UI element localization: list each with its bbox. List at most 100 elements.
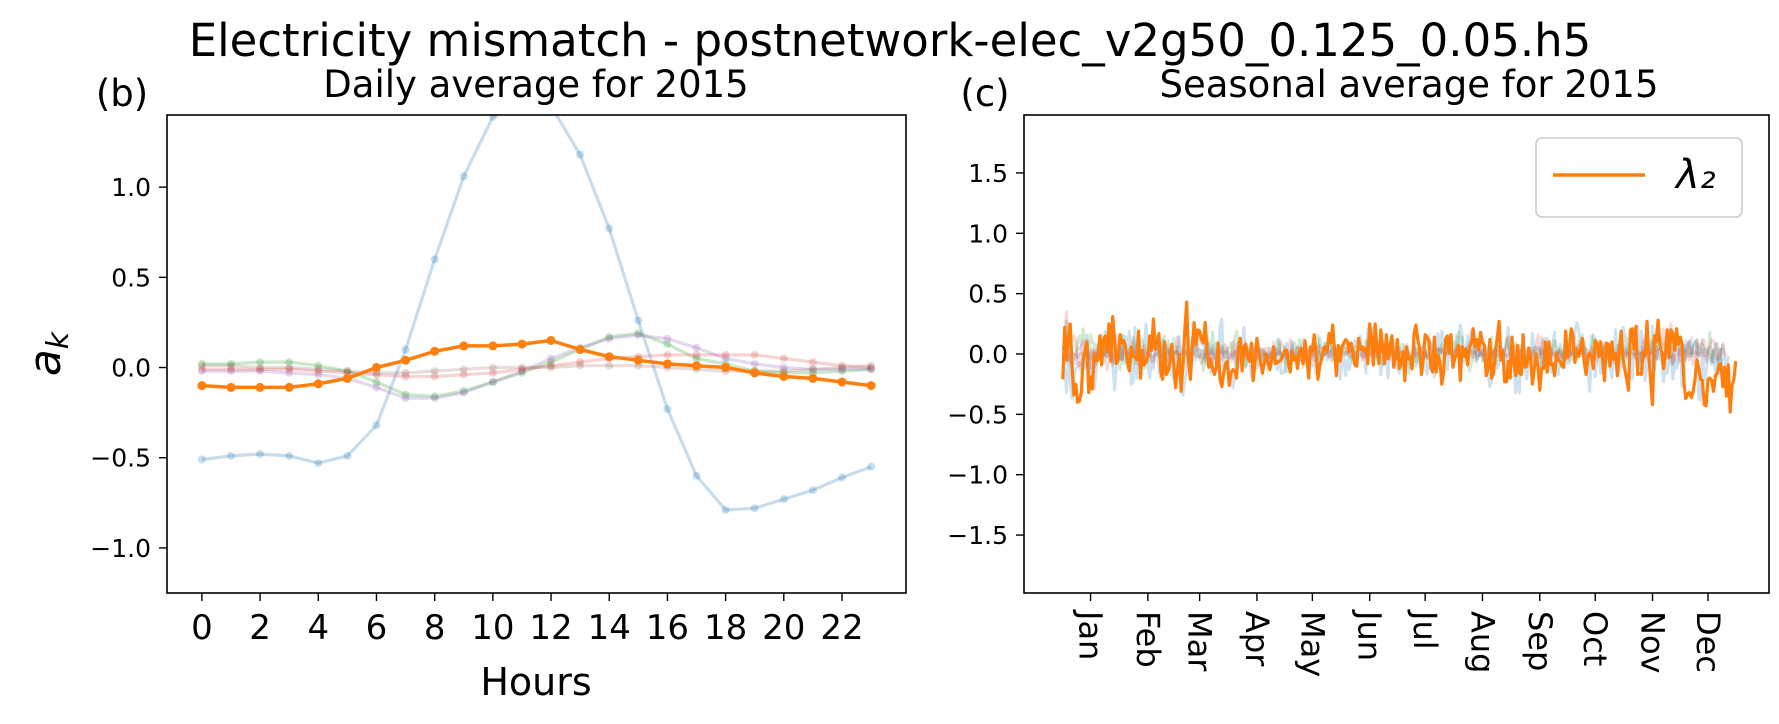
- panel-b-series-0-point: [779, 495, 788, 504]
- panel-b-series-2-line: [201, 333, 872, 400]
- panel-c-series-group: [1061, 300, 1738, 414]
- panel-b-series-3-point: [372, 370, 381, 379]
- figure-suptitle: Electricity mismatch - postnetwork-elec_…: [189, 14, 1592, 67]
- panel-b-ylabel: ak: [20, 330, 76, 376]
- panel-b-series-1-point: [343, 367, 352, 376]
- panel-b-series-2-point: [750, 359, 759, 368]
- panel-b-ticks: 0 2 4 6 8 10 12 14 16 18 20 22 −1.0 −0.5 0.0 0.5 1.0: [90, 173, 863, 648]
- panel-c-xtick-label: Feb: [1129, 611, 1167, 668]
- panel-b-series-1-point: [488, 378, 497, 386]
- panel-c-xtick-label: Mar: [1181, 611, 1219, 672]
- panel-b-series-2-point: [605, 334, 614, 343]
- panel-b-series-0-point: [285, 451, 294, 460]
- panel-b-xtick-label: 8: [424, 608, 446, 648]
- panel-c-legend: λ₂: [1535, 137, 1743, 218]
- panel-b-series-3-point: [285, 365, 294, 374]
- panel-b-series-0-point: [430, 255, 439, 264]
- panel-b-series-2-point: [401, 394, 410, 403]
- panel-b-series-3-point: [838, 361, 846, 370]
- panel-b-series-4-point: [227, 361, 235, 370]
- panel-b-series-4-point: [518, 363, 526, 372]
- panel-b-series-2-point: [518, 367, 526, 376]
- panel-b-series-2-point: [256, 367, 265, 376]
- panel-b-series-2-point: [721, 354, 730, 363]
- panel-c-ytick-label: 1.0: [968, 219, 1008, 248]
- panel-b-series-1-point: [314, 361, 323, 370]
- panel-b-series-3-point: [779, 354, 788, 363]
- panel-b-series-0-point: [838, 473, 846, 482]
- panel-b-series-5-line: [201, 338, 872, 390]
- panel-b-series-0-point: [343, 451, 352, 460]
- panel-c: (c) Seasonal average for 2015 Jan Feb Mar A…: [947, 63, 1770, 677]
- panel-b-series-0-point: [692, 471, 701, 480]
- panel-b-series-1-point: [197, 359, 206, 368]
- panel-b-xtick-label: 22: [820, 608, 863, 648]
- panel-b-series-5-point: [517, 339, 527, 349]
- panel-b-series-1-point: [663, 340, 672, 349]
- panel-b-series-0-point: [372, 421, 381, 430]
- panel-c-label: (c): [960, 72, 1009, 115]
- panel-b-series-5-point: [546, 336, 556, 345]
- panel-b-label: (b): [96, 72, 148, 115]
- panel-b-series-4-point: [547, 363, 555, 372]
- panel-b-series-3-point: [518, 365, 526, 374]
- panel-b-series-1-point: [256, 358, 265, 367]
- panel-b-series-0-point: [808, 486, 817, 495]
- panel-b-ytick-label: 1.0: [111, 173, 151, 202]
- ylabel-symbol: a: [20, 349, 71, 376]
- panel-b-series-3-point: [488, 368, 497, 377]
- panel-b-series-1-point: [430, 392, 439, 401]
- panel-b-series-1-point: [605, 332, 614, 341]
- panel-b-series-4-point: [488, 363, 497, 372]
- panel-b-series-4-point: [256, 363, 265, 372]
- panel-b-xtick-label: 10: [471, 608, 514, 648]
- panel-b-xtick-label: 14: [588, 608, 631, 648]
- panel-c-ytick-label: 0.5: [968, 280, 1008, 309]
- panel-c-xtick-label: Sep: [1521, 611, 1559, 671]
- panel-b-series-2-point: [285, 368, 294, 377]
- panel-c-xtick-label: Apr: [1238, 611, 1276, 667]
- panel-b-xlabel: Hours: [480, 660, 591, 704]
- panel-b-xtick-label: 18: [704, 608, 747, 648]
- panel-b-series-3-point: [256, 365, 265, 374]
- panel-b-series-2-point: [314, 370, 323, 379]
- panel-b-series-3-point: [692, 350, 701, 359]
- panel-b-series-4-point: [808, 365, 817, 374]
- panel-b-series-4-point: [605, 361, 614, 370]
- panel-b-series-4-point: [838, 363, 846, 372]
- panel-b-series-3-point: [227, 365, 235, 374]
- panel-c-xtick-label: Nov: [1634, 611, 1672, 673]
- panel-b-series-0-point: [721, 506, 730, 514]
- panel-b-xtick-label: 12: [529, 608, 572, 648]
- panel-b-xtick-label: 16: [646, 608, 689, 648]
- panel-b-series-5-point: [604, 352, 614, 362]
- panel-b-xtick-label: 6: [366, 608, 388, 648]
- panel-b-series-0-point: [634, 316, 643, 325]
- panel-b: (b) Daily average for 2015 0 2 4 6 8 10 12 14 16…: [20, 63, 907, 704]
- panel-b-series-5-point: [662, 359, 672, 369]
- panel-b-series-4-point: [343, 367, 352, 376]
- panel-b-series-5-point: [721, 363, 731, 372]
- panel-b-series-5-point: [488, 341, 498, 351]
- panel-c-xtick-label: Jun: [1351, 609, 1389, 661]
- panel-b-series-1-point: [547, 358, 555, 367]
- panel-c-ytick-label: 1.5: [968, 159, 1008, 188]
- panel-b-series-3-point: [721, 350, 730, 359]
- panel-b-series-0-point: [488, 115, 497, 121]
- panel-b-ytick-label: −0.5: [90, 444, 151, 473]
- panel-b-series-5-point: [255, 382, 265, 392]
- panel-b-series-5-point: [372, 363, 381, 372]
- panel-b-series-0-point: [663, 405, 672, 413]
- panel-b-series-3-point: [750, 350, 759, 359]
- panel-b-ytick-label: 0.5: [111, 263, 151, 292]
- panel-b-series-2-point: [867, 365, 876, 374]
- ylabel-subscript: k: [41, 330, 76, 349]
- panel-c-ytick-label: 0.0: [968, 340, 1008, 369]
- panel-b-series-3-point: [430, 372, 439, 381]
- panel-b-series-5-point: [750, 368, 760, 378]
- panel-b-series-5-point: [197, 381, 207, 391]
- panel-c-ytick-label: −1.5: [947, 521, 1008, 550]
- panel-b-series-0-point: [750, 504, 759, 513]
- panel-b-series-3-point: [314, 367, 323, 376]
- panel-b-series-3-line: [201, 353, 872, 379]
